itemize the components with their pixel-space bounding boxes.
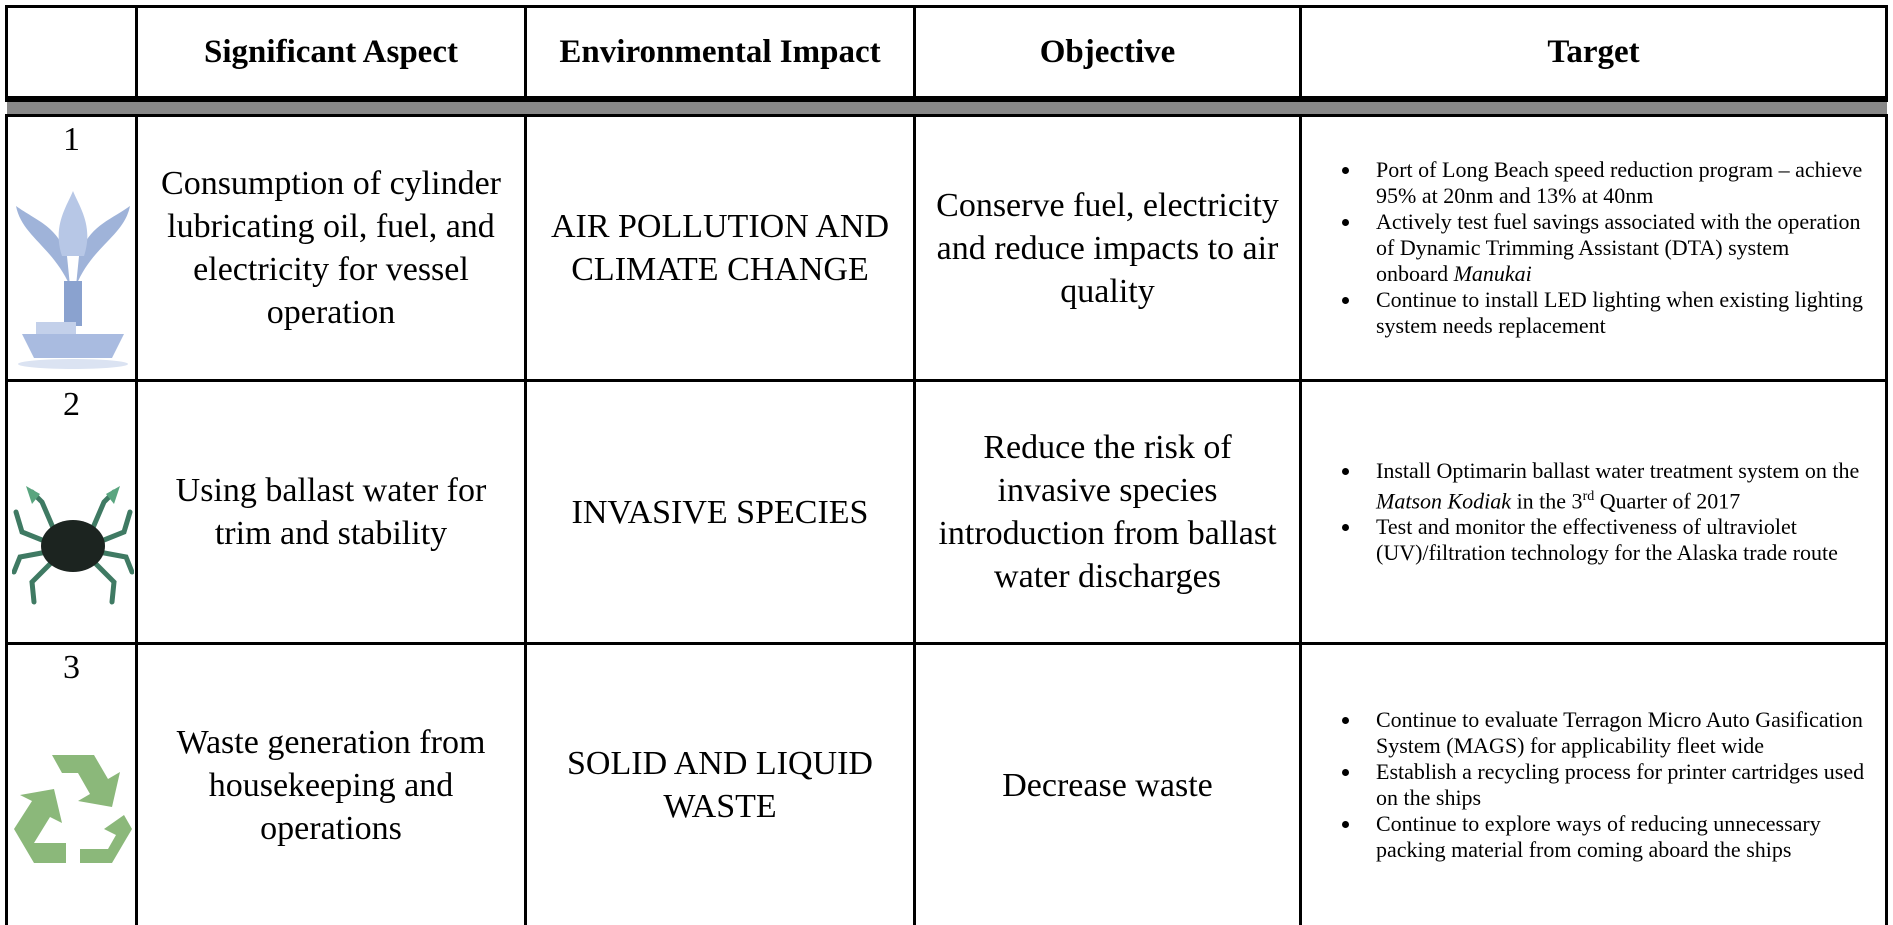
row: 1 Consumption of cylinder lubricating oi… [7,116,1887,381]
row: 2 Using ballast water for trim and stabi… [7,381,1887,644]
target-text: Continue to explore ways of reducing unn… [1376,811,1821,862]
target-item: Continue to evaluate Terragon Micro Auto… [1362,707,1865,759]
target-item: Port of Long Beach speed reduction progr… [1362,157,1865,209]
target-text: Actively test fuel savings associated wi… [1376,209,1860,286]
aspect-cell: Using ballast water for trim and stabili… [137,381,526,644]
header-cell [7,7,137,100]
target-item: Install Optimarin ballast water treatmen… [1362,458,1865,514]
impact-cell: INVASIVE SPECIES [526,381,915,644]
target-item: Actively test fuel savings associated wi… [1362,209,1865,287]
page: Significant Aspect Environmental Impact … [0,0,1893,919]
aspect-cell: Waste generation from housekeeping and o… [137,644,526,925]
target-text: in the 3 [1511,488,1583,513]
target-item: Test and monitor the effectiveness of ul… [1362,514,1865,566]
target-text: Quarter of 2017 [1594,488,1740,513]
number-cell: 3 [7,644,137,925]
target-text: Test and monitor the effectiveness of ul… [1376,514,1838,565]
impact-cell: SOLID AND LIQUID WASTE [526,644,915,925]
header-cell: Environmental Impact [526,7,915,100]
header-rule-band [7,99,1887,116]
target-text: Continue to install LED lighting when ex… [1376,287,1863,338]
aspects-table: Significant Aspect Environmental Impact … [5,5,1888,925]
objective-cell: Decrease waste [915,644,1301,925]
impact-cell: AIR POLLUTION AND CLIMATE CHANGE [526,116,915,381]
target-text: rd [1583,489,1595,504]
target-cell: Continue to evaluate Terragon Micro Auto… [1301,644,1887,925]
target-cell: Install Optimarin ballast water treatmen… [1301,381,1887,644]
header-cell: Objective [915,7,1301,100]
number-cell: 1 [7,116,137,381]
header-cell: Target [1301,7,1887,100]
row-number: 2 [8,382,135,424]
row-number: 1 [8,117,135,159]
target-item: Continue to install LED lighting when ex… [1362,287,1865,339]
header-row: Significant Aspect Environmental Impact … [7,7,1887,100]
target-text: Matson Kodiak [1376,488,1511,513]
target-text: Continue to evaluate Terragon Micro Auto… [1376,707,1863,758]
emissions-icon [12,186,134,371]
header-cell: Significant Aspect [137,7,526,100]
target-item: Continue to explore ways of reducing unn… [1362,811,1865,863]
target-list: Continue to evaluate Terragon Micro Auto… [1316,707,1865,863]
header-rule [7,99,1887,116]
row: 3 Waste generation from housekeeping and… [7,644,1887,925]
recycle-icon [12,745,134,875]
target-text: Install Optimarin ballast water treatmen… [1376,458,1859,483]
target-cell: Port of Long Beach speed reduction progr… [1301,116,1887,381]
objective-cell: Conserve fuel, electricity and reduce im… [915,116,1301,381]
objective-cell: Reduce the risk of invasive species intr… [915,381,1301,644]
aspect-cell: Consumption of cylinder lubricating oil,… [137,116,526,381]
target-text: Establish a recycling process for printe… [1376,759,1864,810]
target-item: Establish a recycling process for printe… [1362,759,1865,811]
crab-icon [12,472,134,612]
row-number: 3 [8,645,135,687]
target-text: Manukai [1454,261,1532,286]
target-list: Port of Long Beach speed reduction progr… [1316,157,1865,339]
number-cell: 2 [7,381,137,644]
target-text: Port of Long Beach speed reduction progr… [1376,157,1862,208]
target-list: Install Optimarin ballast water treatmen… [1316,458,1865,566]
